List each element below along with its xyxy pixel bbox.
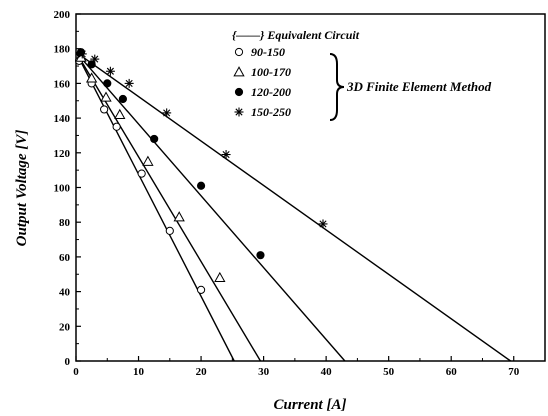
point-90-150 <box>137 169 146 178</box>
y-tick-label: 180 <box>54 44 71 56</box>
x-tick-label: 20 <box>196 366 208 378</box>
x-tick-label: 60 <box>446 366 458 378</box>
legend-marker-90-150 <box>234 47 244 57</box>
y-tick-label: 100 <box>54 183 71 195</box>
y-tick-label: 40 <box>59 287 71 299</box>
point-150-250 <box>318 219 328 229</box>
point-100-170 <box>142 155 154 166</box>
fit-line-120-200 <box>75 51 346 362</box>
asterisk-stroke <box>125 79 133 87</box>
point-100-170 <box>114 108 126 119</box>
point-120-200 <box>196 181 206 190</box>
point-150-250 <box>221 150 231 160</box>
legend-entry-label: 150-250 <box>251 105 291 119</box>
y-axis-title: Output Voltage [V] <box>14 130 30 247</box>
fit-line-90-150 <box>75 51 235 362</box>
asterisk-stroke <box>91 55 99 63</box>
legend-marker-120-200 <box>234 87 244 97</box>
y-tick-label: 140 <box>54 113 71 125</box>
x-tick-label: 10 <box>133 366 145 378</box>
y-tick-label: 60 <box>59 252 71 264</box>
legend-entry-label: 120-200 <box>251 85 291 99</box>
x-axis-title: Current [A] <box>274 397 347 413</box>
y-tick-label: 160 <box>54 78 71 90</box>
legend: {——} Equivalent Circuit 90-150 100-170 120-… <box>232 28 492 121</box>
point-150-250 <box>77 49 87 59</box>
point-100-170 <box>75 51 87 62</box>
point-90-150 <box>196 285 206 294</box>
y-tick-label: 120 <box>54 148 71 160</box>
x-axis: 0 10 20 30 40 50 60 70 <box>73 356 520 378</box>
legend-entry-label: 90-150 <box>251 45 285 59</box>
asterisk-stroke <box>163 109 171 117</box>
legend-line-entry: {——} Equivalent Circuit <box>232 28 360 42</box>
point-120-200 <box>118 94 128 104</box>
x-tick-label: 0 <box>73 366 79 378</box>
legend-brace <box>329 53 345 121</box>
y-axis: 0 20 40 60 80 100 120 140 160 180 200 <box>54 9 81 368</box>
point-150-250 <box>124 78 134 88</box>
x-tick-label: 30 <box>258 366 270 378</box>
x-tick-label: 40 <box>321 366 333 378</box>
asterisk-stroke <box>106 67 114 75</box>
point-90-150 <box>165 226 174 235</box>
y-tick-label: 200 <box>54 9 71 21</box>
fit-line-100-170 <box>75 51 262 362</box>
point-100-170 <box>100 91 112 102</box>
asterisk-stroke <box>78 50 86 58</box>
legend-group-label: 3D Finite Element Method <box>346 79 492 94</box>
point-120-200 <box>256 251 265 260</box>
point-150-250 <box>105 66 115 76</box>
point-120-200 <box>103 79 112 88</box>
point-90-150 <box>112 122 121 131</box>
plot-area <box>75 13 546 362</box>
point-150-250 <box>90 54 100 64</box>
point-120-200 <box>150 134 159 144</box>
legend-marker-150-250 <box>234 107 244 117</box>
x-tick-label: 50 <box>383 366 395 378</box>
point-150-250 <box>162 108 172 118</box>
fit-line-150-250 <box>75 51 512 362</box>
y-tick-label: 80 <box>59 217 71 229</box>
plot-frame <box>75 13 546 362</box>
point-100-170 <box>85 72 98 83</box>
point-90-150 <box>100 105 109 114</box>
asterisk-stroke <box>319 220 327 228</box>
legend-marker-100-170 <box>233 66 245 77</box>
point-120-200 <box>87 60 96 69</box>
point-100-170 <box>214 271 226 283</box>
asterisk-stroke <box>222 150 230 159</box>
y-tick-label: 0 <box>65 356 71 368</box>
legend-entry-label: 100-170 <box>251 65 291 79</box>
point-100-170 <box>173 211 185 222</box>
asterisk-stroke <box>235 108 243 116</box>
fit-lines <box>75 51 512 362</box>
x-tick-label: 70 <box>508 366 520 378</box>
data-markers <box>75 48 328 294</box>
y-tick-label: 20 <box>59 321 71 333</box>
